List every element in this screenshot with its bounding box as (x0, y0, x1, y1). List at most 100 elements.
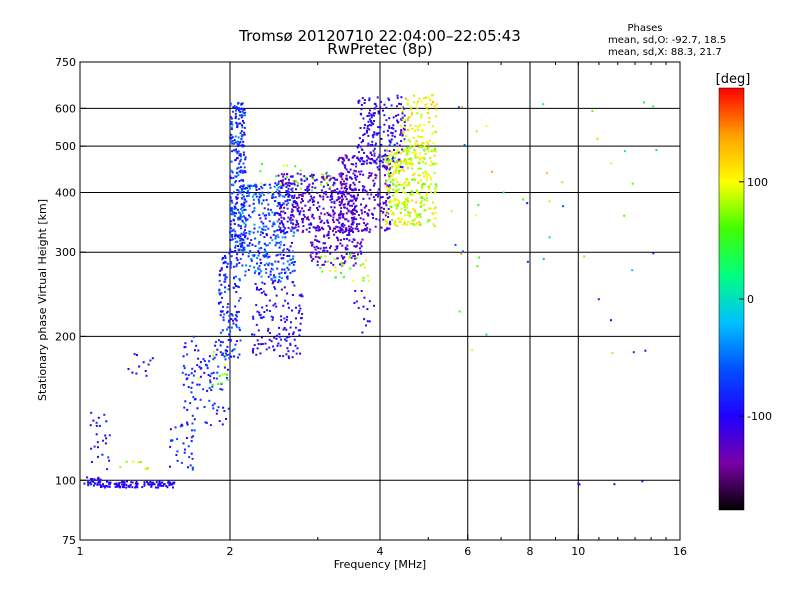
data-point (430, 149, 433, 152)
data-point (233, 149, 235, 152)
data-point (206, 367, 209, 370)
data-point (172, 486, 174, 489)
data-point (236, 253, 239, 256)
data-point (429, 156, 432, 159)
data-point (417, 167, 420, 170)
data-point (229, 338, 232, 341)
data-point (229, 266, 232, 269)
data-point (334, 270, 337, 272)
data-point (241, 145, 244, 148)
data-point (271, 211, 274, 214)
data-point (345, 185, 348, 188)
data-point (421, 160, 424, 163)
data-point (383, 207, 385, 210)
data-point (115, 482, 118, 485)
data-point (337, 158, 340, 161)
data-point (376, 203, 379, 206)
data-point (235, 291, 238, 293)
data-point (322, 263, 325, 266)
y-tick-label: 500 (55, 140, 76, 153)
data-point (403, 126, 406, 129)
data-point (291, 356, 294, 359)
data-point (97, 455, 99, 458)
data-point (237, 150, 240, 153)
data-point (388, 184, 391, 187)
data-point (410, 158, 413, 161)
data-point (420, 129, 423, 132)
data-point (360, 245, 363, 248)
y-tick-label: 750 (55, 56, 76, 69)
data-point (335, 231, 337, 234)
data-point (360, 252, 363, 255)
data-point (258, 192, 261, 195)
data-point (283, 195, 286, 198)
data-point (341, 244, 344, 247)
data-point (159, 484, 161, 487)
data-point (278, 195, 281, 198)
data-point (239, 214, 242, 216)
data-point (349, 194, 352, 197)
data-point (431, 201, 434, 204)
data-point (361, 331, 364, 334)
data-point (257, 242, 260, 245)
data-point (427, 96, 430, 99)
data-point (318, 257, 321, 260)
data-point (286, 220, 289, 223)
data-point (392, 183, 395, 186)
data-point (306, 187, 309, 190)
data-point (343, 230, 346, 233)
data-point (347, 158, 350, 161)
data-point (409, 161, 412, 164)
data-point (190, 372, 193, 375)
data-point (384, 174, 386, 177)
data-point (421, 185, 424, 188)
data-point (435, 108, 438, 111)
data-point (279, 231, 282, 234)
data-point (238, 234, 241, 237)
data-point (236, 235, 239, 238)
data-point (368, 112, 371, 115)
data-point (256, 262, 258, 265)
data-point (360, 103, 363, 106)
data-point (188, 456, 191, 459)
data-point (258, 311, 261, 314)
data-point (280, 271, 283, 274)
data-point (413, 149, 416, 152)
data-point (389, 220, 391, 223)
data-point (474, 214, 477, 217)
data-point (409, 193, 412, 196)
data-point (352, 163, 355, 166)
data-point (233, 181, 236, 184)
data-point (422, 172, 425, 175)
data-point (329, 177, 332, 180)
data-point (403, 114, 406, 117)
data-point (253, 344, 256, 347)
data-point (427, 150, 430, 153)
data-point (373, 184, 375, 187)
data-point (293, 183, 296, 186)
data-point (243, 249, 246, 251)
data-point (230, 128, 233, 131)
data-point (349, 252, 352, 255)
data-point (224, 290, 226, 293)
data-point (398, 183, 401, 186)
data-point (375, 105, 378, 108)
data-point (92, 484, 95, 487)
data-point (271, 318, 274, 321)
data-point (413, 172, 416, 175)
data-point (300, 193, 303, 196)
data-point (389, 167, 392, 169)
data-point (298, 193, 301, 196)
data-point (254, 270, 257, 272)
data-point (281, 204, 284, 207)
data-point (343, 186, 346, 189)
data-point (403, 200, 406, 203)
data-point (353, 252, 356, 255)
data-point (322, 249, 325, 252)
data-point (375, 218, 378, 221)
data-point (393, 143, 396, 146)
data-point (370, 121, 373, 124)
data-point (310, 251, 313, 254)
data-point (425, 106, 428, 109)
data-point (395, 114, 397, 117)
